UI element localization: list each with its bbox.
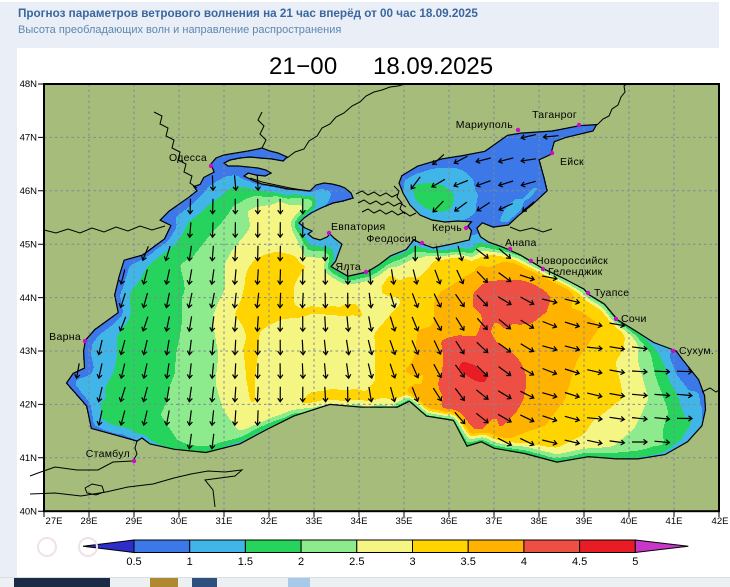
svg-text:Сухум.: Сухум. [679,345,714,357]
svg-text:Евпатория: Евпатория [331,221,386,233]
svg-text:28E: 28E [81,516,98,527]
svg-text:Ейск: Ейск [560,156,584,168]
svg-text:0.5: 0.5 [126,556,141,568]
svg-text:33E: 33E [306,516,323,527]
svg-text:27E: 27E [46,516,63,527]
svg-text:41E: 41E [666,516,683,527]
svg-text:46N: 46N [20,186,38,197]
svg-text:36E: 36E [441,516,458,527]
svg-text:48N: 48N [20,79,38,90]
svg-text:Таганрог: Таганрог [532,109,577,121]
svg-text:30E: 30E [171,516,188,527]
svg-text:Мариуполь: Мариуполь [456,119,513,131]
svg-text:42N: 42N [20,400,38,411]
svg-text:Сочи: Сочи [621,313,647,325]
svg-text:Туапсе: Туапсе [594,287,629,299]
svg-text:1.5: 1.5 [238,556,253,568]
svg-text:40E: 40E [621,516,638,527]
svg-text:5: 5 [632,556,638,568]
svg-text:4: 4 [521,556,527,568]
svg-text:41N: 41N [20,453,38,464]
svg-text:34E: 34E [351,516,368,527]
svg-text:Ялта: Ялта [336,261,361,273]
svg-text:Новороссийск: Новороссийск [536,255,608,267]
svg-text:38E: 38E [531,516,548,527]
svg-text:47N: 47N [20,133,38,144]
svg-text:18.09.2025: 18.09.2025 [373,53,493,80]
svg-text:Геленджик: Геленджик [548,266,603,278]
svg-text:39E: 39E [576,516,593,527]
svg-text:37E: 37E [486,516,503,527]
svg-text:44N: 44N [20,293,38,304]
svg-text:Одесса: Одесса [169,152,207,164]
svg-text:35E: 35E [396,516,413,527]
svg-text:Анапа: Анапа [505,237,537,249]
svg-text:1: 1 [187,556,193,568]
svg-text:2.5: 2.5 [349,556,364,568]
svg-text:Стамбул: Стамбул [86,448,130,460]
svg-text:31E: 31E [216,516,233,527]
svg-text:Керчь: Керчь [432,222,462,234]
svg-text:29E: 29E [126,516,143,527]
svg-text:2: 2 [298,556,304,568]
svg-text:42E: 42E [712,516,729,527]
svg-text:3.5: 3.5 [461,556,476,568]
svg-text:43N: 43N [20,346,38,357]
svg-text:4.5: 4.5 [572,556,587,568]
svg-text:45N: 45N [20,239,38,250]
svg-text:Варна: Варна [49,331,81,343]
svg-text:3: 3 [409,556,415,568]
svg-text:21−00: 21−00 [269,53,337,80]
svg-text:32E: 32E [261,516,278,527]
svg-text:40N: 40N [20,506,38,517]
svg-text:Феодосия: Феодосия [366,233,417,245]
